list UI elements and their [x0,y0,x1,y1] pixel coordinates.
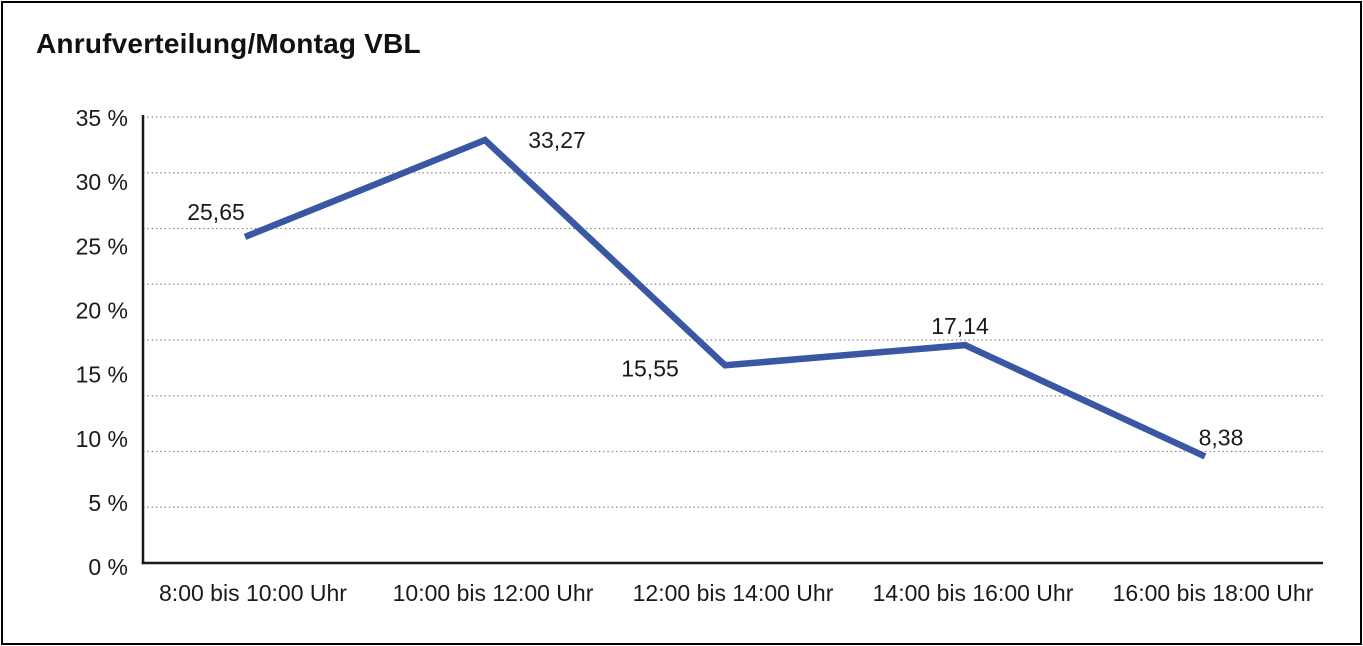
y-axis-tick-label: 35 % [76,105,128,131]
y-axis-tick-label: 15 % [76,362,128,388]
x-axis-category-label: 10:00 bis 12:00 Uhr [393,580,594,606]
y-axis-tick-label: 5 % [88,490,128,516]
x-axis-category-label: 14:00 bis 16:00 Uhr [873,580,1074,606]
y-axis-tick-label: 0 % [88,554,128,580]
data-point-value-label: 8,38 [1199,425,1244,451]
y-axis-tick-label: 25 % [76,233,128,259]
y-axis-tick-label: 10 % [76,426,128,452]
x-axis-category-label: 12:00 bis 14:00 Uhr [633,580,834,606]
data-point-value-label: 25,65 [187,199,245,225]
chart-title: Anrufverteilung/Montag VBL [36,28,421,59]
y-axis-tick-label: 30 % [76,169,128,195]
data-point-value-label: 15,55 [621,355,679,381]
x-axis-category-label: 8:00 bis 10:00 Uhr [159,580,347,606]
data-point-value-label: 33,27 [528,127,586,153]
series-line [243,136,1207,460]
data-point-value-label: 17,14 [931,313,989,339]
x-axis-category-label: 16:00 bis 18:00 Uhr [1113,580,1314,606]
y-axis-tick-label: 20 % [76,297,128,323]
